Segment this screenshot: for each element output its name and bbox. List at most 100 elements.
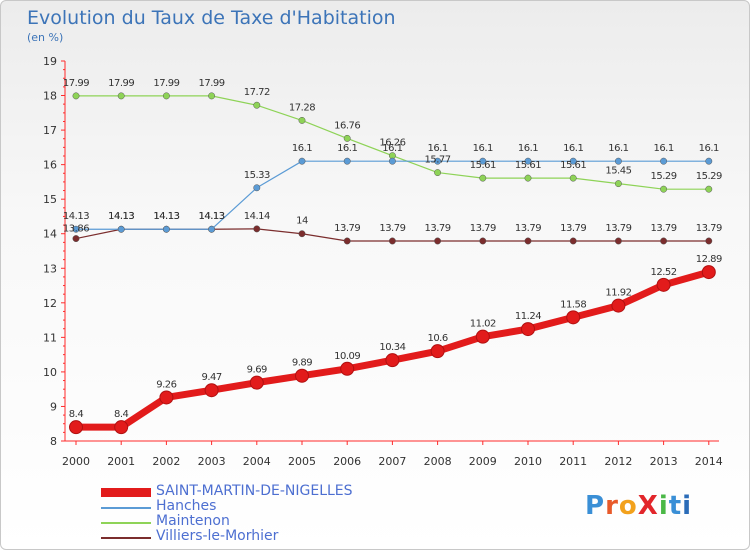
data-point-maintenon — [660, 185, 668, 193]
data-point-saint-martin-de-nigelles — [340, 361, 355, 376]
data-point-saint-martin-de-nigelles — [701, 265, 716, 280]
data-label-villiers-le-morhier: 13.79 — [560, 223, 586, 234]
y-tick-label: 14 — [43, 228, 57, 241]
chart-subtitle: (en %) — [27, 31, 64, 44]
legend-label: Hanches — [156, 498, 217, 514]
data-label-villiers-le-morhier: 13.86 — [63, 224, 89, 235]
y-tick-label: 18 — [43, 90, 57, 103]
data-label-maintenon: 15.45 — [605, 166, 631, 177]
data-label-villiers-le-morhier: 13.79 — [425, 223, 451, 234]
logo-letter: X — [637, 491, 659, 521]
y-tick-label: 17 — [43, 124, 57, 137]
data-label-saint-martin-de-nigelles: 11.24 — [515, 311, 541, 322]
data-label-saint-martin-de-nigelles: 9.89 — [292, 358, 312, 369]
data-point-saint-martin-de-nigelles — [385, 353, 400, 368]
data-label-villiers-le-morhier: 13.79 — [334, 223, 360, 234]
data-point-maintenon — [298, 116, 306, 124]
data-point-saint-martin-de-nigelles — [69, 420, 83, 435]
data-point-saint-martin-de-nigelles — [656, 277, 671, 292]
x-tick-label: 2012 — [604, 455, 632, 468]
data-label-hanches: 16.1 — [699, 143, 719, 154]
data-label-hanches: 14.13 — [153, 211, 179, 222]
x-tick-label: 2000 — [62, 455, 90, 468]
data-point-hanches — [479, 157, 487, 165]
chart-title: Evolution du Taux de Taxe d'Habitation — [27, 7, 396, 29]
x-tick-label: 2014 — [695, 455, 723, 468]
data-label-hanches: 16.1 — [292, 143, 312, 154]
data-label-villiers-le-morhier: 13.79 — [379, 223, 405, 234]
data-label-hanches: 14.13 — [63, 211, 89, 222]
data-label-saint-martin-de-nigelles: 11.92 — [605, 288, 631, 299]
data-point-hanches — [298, 157, 306, 165]
y-tick-label: 12 — [43, 297, 57, 310]
data-point-maintenon — [162, 92, 170, 100]
data-point-villiers-le-morhier — [72, 235, 80, 243]
data-label-maintenon: 15.61 — [470, 160, 496, 171]
data-point-villiers-le-morhier — [298, 230, 306, 238]
data-label-maintenon: 15.29 — [651, 171, 677, 182]
data-label-villiers-le-morhier: 13.79 — [696, 223, 722, 234]
data-point-hanches — [524, 157, 532, 165]
data-point-saint-martin-de-nigelles — [521, 322, 535, 337]
data-point-maintenon — [705, 185, 713, 193]
legend-swatch-saint-martin — [101, 488, 151, 497]
data-point-villiers-le-morhier — [343, 237, 351, 245]
data-label-saint-martin-de-nigelles: 11.02 — [470, 319, 496, 330]
y-tick-label: 16 — [43, 159, 57, 172]
data-point-villiers-le-morhier — [614, 237, 622, 245]
data-label-saint-martin-de-nigelles: 9.47 — [201, 372, 221, 383]
data-point-saint-martin-de-nigelles — [566, 310, 581, 325]
data-label-hanches: 14.13 — [108, 211, 134, 222]
data-point-hanches — [343, 157, 351, 165]
y-tick-label: 11 — [43, 331, 57, 344]
legend-swatch-hanches — [101, 507, 151, 509]
data-label-saint-martin-de-nigelles: 10.09 — [334, 351, 360, 362]
data-label-maintenon: 15.61 — [515, 160, 541, 171]
data-label-villiers-le-morhier: 14.13 — [153, 211, 179, 222]
y-tick-label: 19 — [43, 55, 57, 68]
x-tick-label: 2007 — [378, 455, 406, 468]
data-label-hanches: 16.1 — [473, 143, 493, 154]
data-label-villiers-le-morhier: 13.79 — [515, 223, 541, 234]
data-label-hanches: 16.1 — [518, 143, 538, 154]
data-label-maintenon: 15.61 — [560, 160, 586, 171]
x-tick-label: 2003 — [198, 455, 226, 468]
data-point-hanches — [388, 157, 396, 165]
y-tick-label: 8 — [50, 435, 57, 448]
data-label-hanches: 16.1 — [382, 143, 402, 154]
data-point-hanches — [72, 225, 80, 233]
x-tick-label: 2013 — [650, 455, 678, 468]
data-label-hanches: 15.33 — [244, 170, 270, 181]
data-point-saint-martin-de-nigelles — [114, 420, 129, 435]
data-point-maintenon — [117, 92, 125, 100]
data-label-villiers-le-morhier: 13.79 — [651, 223, 677, 234]
logo-letter: i — [682, 491, 693, 521]
data-label-saint-martin-de-nigelles: 9.69 — [247, 365, 267, 376]
data-point-hanches — [208, 225, 216, 233]
data-point-hanches — [705, 157, 713, 165]
data-point-hanches — [117, 225, 125, 233]
data-label-maintenon: 16.76 — [334, 120, 360, 131]
x-tick-label: 2002 — [152, 455, 180, 468]
data-point-saint-martin-de-nigelles — [249, 375, 264, 390]
data-point-saint-martin-de-nigelles — [475, 329, 490, 344]
data-label-villiers-le-morhier: 13.79 — [605, 223, 631, 234]
data-point-saint-martin-de-nigelles — [204, 383, 219, 398]
data-label-maintenon: 17.28 — [289, 102, 315, 113]
data-point-saint-martin-de-nigelles — [430, 344, 445, 359]
data-point-saint-martin-de-nigelles — [295, 368, 309, 383]
data-point-villiers-le-morhier — [479, 237, 487, 245]
data-point-maintenon — [253, 101, 261, 109]
data-point-villiers-le-morhier — [434, 237, 442, 245]
data-label-maintenon: 16.26 — [379, 138, 405, 149]
data-point-hanches — [162, 225, 170, 233]
data-label-maintenon: 17.99 — [63, 78, 89, 89]
data-label-saint-martin-de-nigelles: 8.4 — [69, 409, 84, 420]
data-point-villiers-le-morhier — [253, 225, 261, 233]
data-label-saint-martin-de-nigelles: 8.4 — [114, 409, 129, 420]
x-tick-label: 2001 — [107, 455, 135, 468]
data-label-hanches: 16.1 — [608, 143, 628, 154]
data-point-maintenon — [524, 174, 532, 182]
